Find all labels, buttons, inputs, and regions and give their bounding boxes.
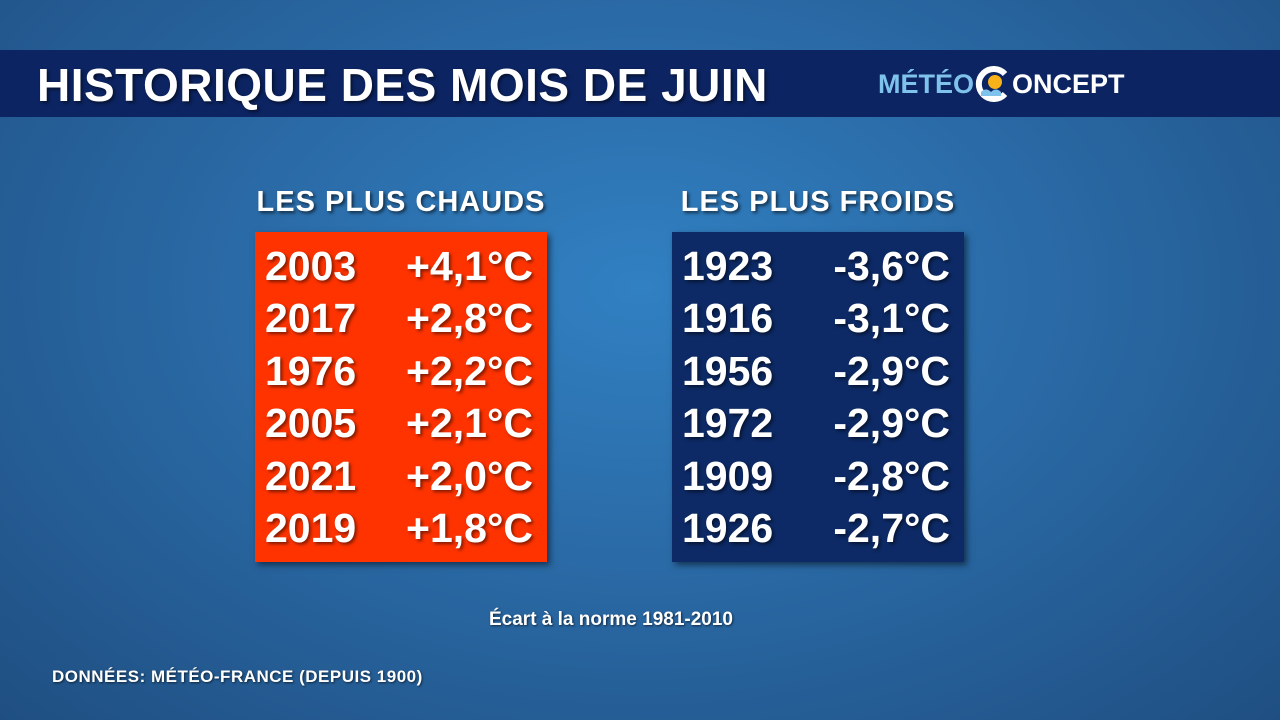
anomaly: -2,8°C bbox=[833, 452, 950, 499]
column-title: LES PLUS CHAUDS bbox=[256, 186, 546, 218]
year: 1916 bbox=[682, 295, 774, 342]
logo-text: ONCEPT bbox=[1012, 68, 1125, 99]
table-row: 1916 -3,1°C bbox=[672, 293, 964, 346]
source: DONNÉES: MÉTÉO-FRANCE (DEPUIS 1900) bbox=[52, 667, 423, 686]
anomaly: +2,0°C bbox=[406, 452, 533, 499]
year: 1909 bbox=[682, 452, 774, 499]
anomaly: +1,8°C bbox=[406, 505, 533, 552]
hot-column: LES PLUS CHAUDS 2003 +4,1°C 2017 +2,8°C 1976… bbox=[255, 186, 547, 562]
logo-text: MÉTÉO bbox=[878, 68, 975, 99]
column-title: LES PLUS FROIDS bbox=[680, 186, 956, 218]
year: 1926 bbox=[682, 505, 774, 552]
year: 1972 bbox=[682, 400, 774, 447]
table-row: 2017 +2,8°C bbox=[255, 293, 547, 346]
table-row: 2019 +1,8°C bbox=[255, 503, 547, 556]
anomaly: +2,2°C bbox=[406, 347, 533, 394]
table-row: 1909 -2,8°C bbox=[672, 450, 964, 503]
year: 2021 bbox=[265, 452, 357, 499]
table-row: 2005 +2,1°C bbox=[255, 398, 547, 451]
logo: MÉTÉO ONCEPT bbox=[878, 66, 1125, 102]
anomaly: +4,1°C bbox=[406, 242, 533, 289]
table-row: 1972 -2,9°C bbox=[672, 398, 964, 451]
cold-table: 1923 -3,6°C 1916 -3,1°C 1956 -2,9°C 1972 -2,9°C… bbox=[672, 232, 964, 562]
title: HISTORIQUE DES MOIS DE JUIN bbox=[37, 59, 768, 111]
anomaly: +2,8°C bbox=[406, 295, 533, 342]
anomaly: -2,9°C bbox=[833, 347, 950, 394]
anomaly: -2,9°C bbox=[833, 400, 950, 447]
table-row: 1956 -2,9°C bbox=[672, 345, 964, 398]
table-row: 2003 +4,1°C bbox=[255, 240, 547, 293]
banner bbox=[0, 50, 1280, 117]
table-row: 1923 -3,6°C bbox=[672, 240, 964, 293]
year: 2003 bbox=[265, 242, 357, 289]
year: 2017 bbox=[265, 295, 357, 342]
table-row: 2021 +2,0°C bbox=[255, 450, 547, 503]
cold-column: LES PLUS FROIDS 1923 -3,6°C 1916 -3,1°C 1956… bbox=[672, 186, 964, 562]
year: 2005 bbox=[265, 400, 357, 447]
year: 1956 bbox=[682, 347, 774, 394]
table-row: 1926 -2,7°C bbox=[672, 503, 964, 556]
year: 1923 bbox=[682, 242, 774, 289]
hot-table: 2003 +4,1°C 2017 +2,8°C 1976 +2,2°C 2005 +2,1°C… bbox=[255, 232, 547, 562]
logo-icon bbox=[975, 66, 1008, 102]
table-row: 1976 +2,2°C bbox=[255, 345, 547, 398]
anomaly: -3,1°C bbox=[833, 295, 950, 342]
year: 1976 bbox=[265, 347, 357, 394]
year: 2019 bbox=[265, 505, 357, 552]
anomaly: +2,1°C bbox=[406, 400, 533, 447]
anomaly: -3,6°C bbox=[833, 242, 950, 289]
anomaly: -2,7°C bbox=[833, 505, 950, 552]
note: Écart à la norme 1981-2010 bbox=[489, 609, 733, 630]
